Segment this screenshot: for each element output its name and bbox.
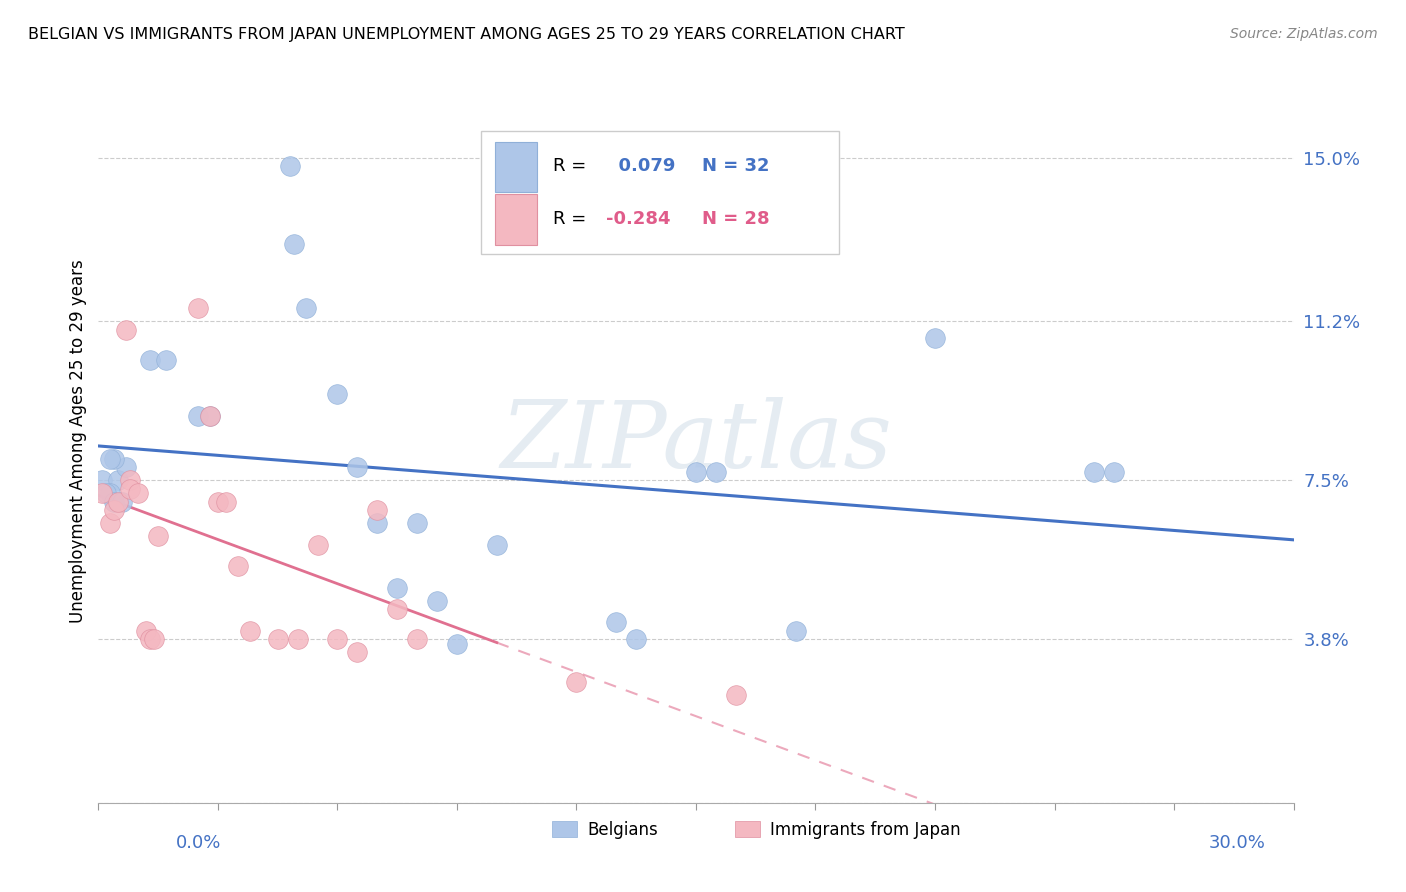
Point <box>139 632 162 647</box>
Point <box>120 482 142 496</box>
Point <box>91 473 114 487</box>
Point <box>135 624 157 638</box>
Point <box>406 516 429 531</box>
Point <box>148 529 170 543</box>
Point <box>307 538 329 552</box>
Point <box>115 323 138 337</box>
Text: Belgians: Belgians <box>588 821 658 838</box>
Point <box>187 409 209 423</box>
Point <box>366 516 388 531</box>
Point <box>294 301 316 316</box>
Point <box>446 637 468 651</box>
Point <box>485 538 508 552</box>
Text: R =: R = <box>553 156 586 175</box>
Point <box>143 632 166 647</box>
Point <box>198 409 221 423</box>
Point <box>278 159 301 173</box>
Text: 0.0%: 0.0% <box>176 834 221 852</box>
Point <box>785 624 807 638</box>
Text: N = 32: N = 32 <box>702 156 769 175</box>
Text: N = 28: N = 28 <box>702 210 769 228</box>
Point <box>198 409 221 423</box>
Bar <box>495 142 537 193</box>
Point <box>287 632 309 647</box>
Point <box>98 516 122 531</box>
Point <box>226 559 249 574</box>
Point <box>107 494 129 508</box>
Y-axis label: Unemployment Among Ages 25 to 29 years: Unemployment Among Ages 25 to 29 years <box>69 260 87 624</box>
Point <box>326 632 349 647</box>
Point <box>346 460 368 475</box>
FancyBboxPatch shape <box>481 131 839 253</box>
Point <box>98 451 122 466</box>
Text: ZIPatlas: ZIPatlas <box>501 397 891 486</box>
Point <box>107 473 129 487</box>
Point <box>1083 465 1105 479</box>
Point <box>326 387 349 401</box>
Point <box>103 503 125 517</box>
Point <box>115 460 138 475</box>
Text: R =: R = <box>553 210 586 228</box>
Point <box>91 486 114 500</box>
Point <box>283 236 305 251</box>
Point <box>187 301 209 316</box>
Point <box>267 632 290 647</box>
Point <box>924 331 946 345</box>
Text: -0.284: -0.284 <box>606 210 671 228</box>
Text: Immigrants from Japan: Immigrants from Japan <box>770 821 960 838</box>
Point <box>207 494 229 508</box>
Point <box>139 352 162 367</box>
Point <box>724 688 747 702</box>
Point <box>1104 465 1126 479</box>
Bar <box>495 194 537 245</box>
Text: 30.0%: 30.0% <box>1209 834 1265 852</box>
Point <box>685 465 707 479</box>
Text: BELGIAN VS IMMIGRANTS FROM JAPAN UNEMPLOYMENT AMONG AGES 25 TO 29 YEARS CORRELAT: BELGIAN VS IMMIGRANTS FROM JAPAN UNEMPLO… <box>28 27 905 42</box>
Point <box>127 486 149 500</box>
Point <box>406 632 429 647</box>
Point <box>346 645 368 659</box>
Point <box>565 675 588 690</box>
Point <box>626 632 648 647</box>
Point <box>155 352 177 367</box>
Point <box>103 451 125 466</box>
Point <box>605 615 627 630</box>
Text: Source: ZipAtlas.com: Source: ZipAtlas.com <box>1230 27 1378 41</box>
Point <box>215 494 238 508</box>
Point <box>426 593 449 607</box>
Point <box>120 473 142 487</box>
Point <box>366 503 388 517</box>
Point <box>103 494 125 508</box>
Point <box>239 624 262 638</box>
Text: 0.079: 0.079 <box>606 156 676 175</box>
Point <box>385 581 409 595</box>
Point <box>704 465 727 479</box>
Point <box>98 486 122 500</box>
Point <box>96 486 118 500</box>
Point <box>111 494 134 508</box>
Point <box>385 602 409 616</box>
